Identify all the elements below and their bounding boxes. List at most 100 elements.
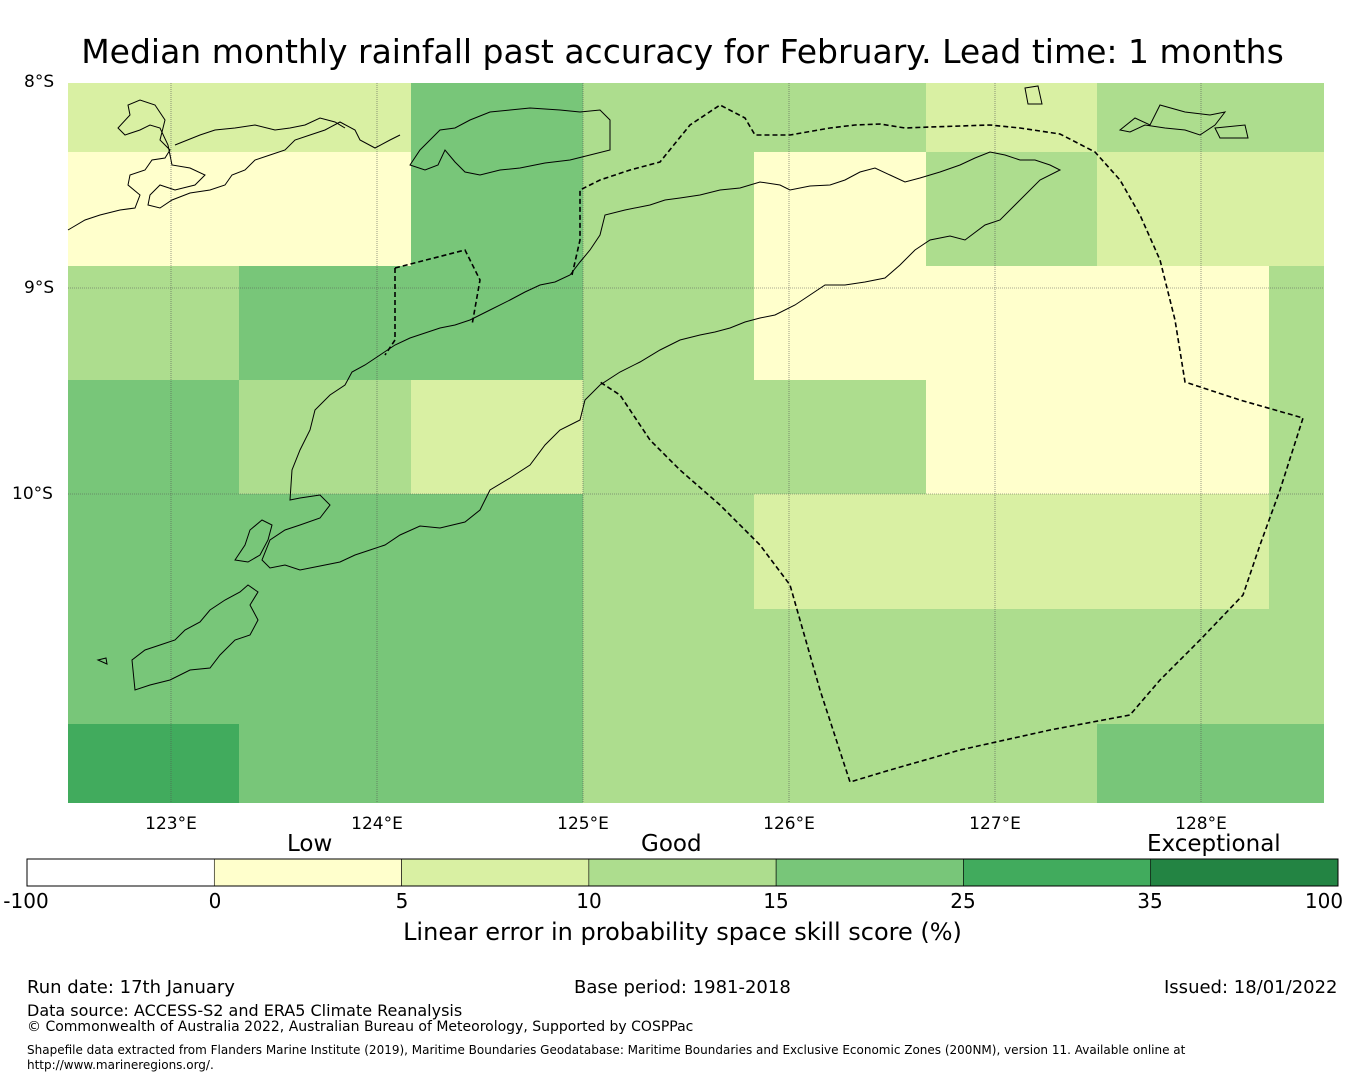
skill-cell bbox=[583, 83, 754, 152]
colorbar-segment bbox=[401, 858, 590, 887]
skill-cell bbox=[411, 380, 583, 494]
skill-cell bbox=[583, 609, 754, 724]
timor-coast bbox=[261, 151, 1062, 571]
shapefile-credit: Shapefile data extracted from Flanders M… bbox=[27, 1043, 1186, 1072]
cbar-tick-minus100: -100 bbox=[3, 889, 49, 913]
skill-cell bbox=[926, 266, 1097, 380]
skill-cell bbox=[1269, 609, 1324, 724]
wetar-coast bbox=[1118, 104, 1227, 136]
semau-coast bbox=[234, 519, 273, 563]
skill-cell bbox=[1097, 609, 1269, 724]
skill-cell bbox=[754, 724, 926, 803]
colorbar-label: Linear error in probability space skill … bbox=[403, 918, 962, 946]
skill-cell bbox=[1097, 83, 1269, 152]
rote-coast bbox=[131, 584, 259, 691]
cbar-tick-15: 15 bbox=[763, 889, 789, 913]
skill-cell bbox=[754, 609, 926, 724]
coastline bbox=[67, 85, 1249, 691]
lon-label-127e: 127°E bbox=[969, 814, 1021, 834]
north-islands-coast bbox=[174, 117, 346, 146]
cbar-tick-25: 25 bbox=[950, 889, 976, 913]
base-period: Base period: 1981-2018 bbox=[574, 977, 791, 998]
skill-cell bbox=[1097, 724, 1269, 803]
skill-cell bbox=[754, 83, 926, 152]
skill-cell bbox=[68, 494, 239, 609]
lon-label-124e: 124°E bbox=[351, 814, 403, 834]
skill-cell bbox=[239, 266, 411, 380]
skill-cell bbox=[1097, 152, 1269, 266]
small-island-c bbox=[96, 657, 108, 665]
skill-cell bbox=[1269, 83, 1324, 152]
skill-cell bbox=[926, 83, 1097, 152]
skill-cell bbox=[583, 724, 754, 803]
flores-island-coast bbox=[67, 99, 401, 231]
skill-cell bbox=[411, 494, 583, 609]
cbar-tick-5: 5 bbox=[395, 889, 409, 913]
small-island-b bbox=[1214, 124, 1249, 139]
skill-cell bbox=[68, 609, 239, 724]
colorbar-frame bbox=[26, 858, 1339, 887]
skill-grid bbox=[68, 83, 1324, 803]
skill-cell bbox=[68, 83, 239, 152]
lon-label-123e: 123°E bbox=[145, 814, 197, 834]
lat-label-10s: 10°S bbox=[12, 484, 53, 504]
skill-cell bbox=[68, 724, 239, 803]
skill-cell bbox=[583, 494, 754, 609]
skill-cell bbox=[411, 266, 583, 380]
skill-cell bbox=[411, 609, 583, 724]
skill-cell bbox=[754, 266, 926, 380]
skill-cell bbox=[239, 494, 411, 609]
skill-cell bbox=[1269, 494, 1324, 609]
skill-cell bbox=[926, 609, 1097, 724]
skill-cell bbox=[68, 152, 239, 266]
colorbar-segment bbox=[213, 858, 402, 887]
skill-cell bbox=[411, 83, 583, 152]
skill-cell bbox=[239, 724, 411, 803]
skill-cell bbox=[926, 380, 1097, 494]
skill-cell bbox=[754, 152, 926, 266]
colorbar-segment bbox=[588, 858, 777, 887]
skill-cell bbox=[411, 152, 583, 266]
graticule bbox=[68, 83, 1324, 803]
skill-cell bbox=[1097, 494, 1269, 609]
skill-cell bbox=[239, 83, 411, 152]
cbar-tick-0: 0 bbox=[208, 889, 222, 913]
skill-cell bbox=[239, 380, 411, 494]
colorbar bbox=[26, 858, 1339, 887]
skill-cell bbox=[583, 380, 754, 494]
skill-cell bbox=[1269, 152, 1324, 266]
skill-cell bbox=[926, 494, 1097, 609]
category-low: Low bbox=[287, 831, 333, 857]
skill-cell bbox=[583, 152, 754, 266]
run-date: Run date: 17th January bbox=[27, 977, 235, 998]
colorbar-segment bbox=[1150, 858, 1339, 887]
skill-cell bbox=[1269, 266, 1324, 380]
skill-cell bbox=[239, 152, 411, 266]
colorbar-segment bbox=[26, 858, 215, 887]
colorbar-segment bbox=[775, 858, 964, 887]
lat-label-8s: 8°S bbox=[24, 72, 55, 92]
alor-coast bbox=[409, 107, 611, 176]
cbar-tick-35: 35 bbox=[1137, 889, 1163, 913]
skill-cell bbox=[1269, 724, 1324, 803]
eez-boundary bbox=[384, 104, 1305, 783]
skill-cell bbox=[583, 266, 754, 380]
map-title: Median monthly rainfall past accuracy fo… bbox=[81, 32, 1284, 71]
lat-label-9s: 9°S bbox=[24, 278, 55, 298]
cbar-tick-100: 100 bbox=[1304, 889, 1344, 913]
skill-cell bbox=[68, 380, 239, 494]
skill-cell bbox=[1097, 266, 1269, 380]
skill-cell bbox=[1097, 380, 1269, 494]
category-exceptional: Exceptional bbox=[1147, 831, 1281, 857]
skill-cell bbox=[754, 380, 926, 494]
lon-label-125e: 125°E bbox=[557, 814, 609, 834]
skill-cell bbox=[68, 266, 239, 380]
small-island-a bbox=[1024, 85, 1043, 105]
category-good: Good bbox=[641, 831, 702, 857]
cbar-tick-10: 10 bbox=[576, 889, 602, 913]
skill-cell bbox=[926, 724, 1097, 803]
lon-label-126e: 126°E bbox=[763, 814, 815, 834]
issued-date: Issued: 18/01/2022 bbox=[1164, 977, 1338, 998]
skill-cell bbox=[754, 494, 926, 609]
